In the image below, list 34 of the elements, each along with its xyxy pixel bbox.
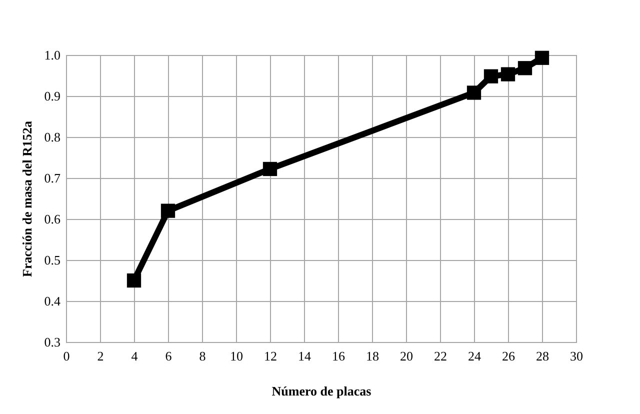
point — [534, 50, 550, 65]
y-tick-label: 0.8 — [44, 130, 60, 144]
y-tick-label: 0.3 — [44, 334, 60, 350]
x-tick-label: 26 — [502, 348, 516, 364]
x-tick-label: 12 — [264, 348, 277, 364]
x-tick-label: 8 — [199, 348, 206, 364]
x-tick-label: 10 — [230, 348, 243, 364]
point — [126, 273, 142, 288]
x-tick-label: 28 — [536, 348, 549, 364]
x-tick-label: 22 — [434, 348, 447, 364]
x-tick-label: 14 — [298, 348, 312, 364]
x-tick-label: 20 — [400, 348, 413, 364]
y-tick-label: 0.6 — [44, 212, 61, 226]
x-axis-title: Número de placas — [272, 384, 372, 398]
x-tick-label: 24 — [468, 348, 482, 364]
point — [466, 86, 482, 100]
x-tick-label: 30 — [570, 348, 583, 364]
x-tick-label: 0 — [63, 348, 70, 364]
x-tick-label: 2 — [97, 348, 104, 364]
y-axis-title: Fracción de masa del R152a — [19, 120, 34, 277]
point — [160, 204, 176, 218]
point — [500, 67, 516, 82]
x-tick-label: 18 — [366, 348, 379, 364]
x-tick-label: 16 — [332, 348, 346, 364]
point — [262, 162, 278, 176]
point — [484, 69, 498, 84]
y-tick-label: 0.9 — [44, 88, 60, 104]
x-tick-label: 4 — [131, 348, 138, 364]
x-tick-label: 6 — [165, 348, 172, 364]
y-tick-label: 0.4 — [44, 294, 61, 308]
y-tick-label: 0.5 — [44, 252, 60, 268]
point — [518, 61, 532, 76]
y-tick-label: 0.7 — [44, 170, 61, 186]
y-tick-label: 1.0 — [44, 48, 60, 62]
